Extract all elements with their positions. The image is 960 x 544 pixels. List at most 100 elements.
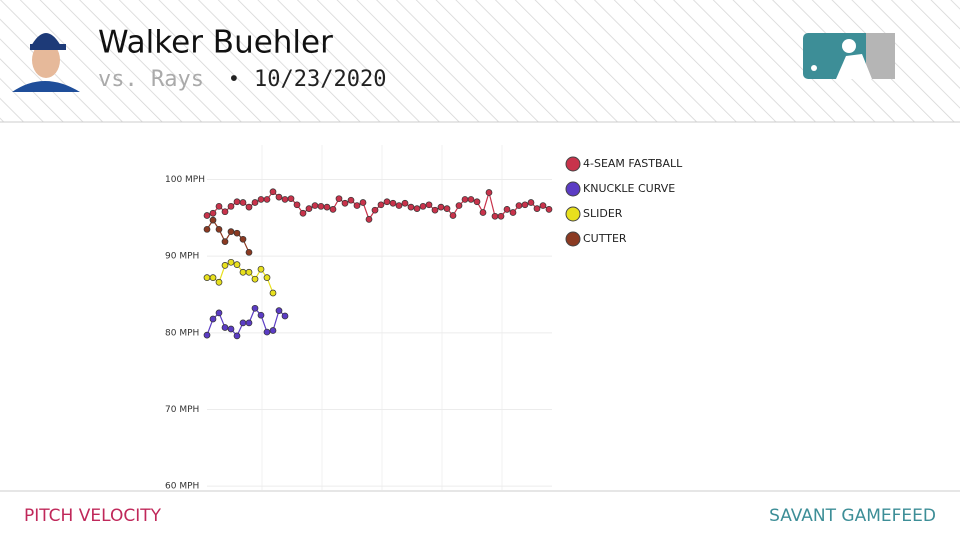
opponent: vs. Rays (98, 67, 204, 92)
pitch-point (341, 199, 349, 207)
legend-label: KNUCKLE CURVE (583, 182, 675, 195)
legend-swatch (565, 231, 581, 247)
pitch-point (215, 225, 223, 233)
pitch-point (443, 205, 451, 212)
pitch-point (227, 258, 235, 266)
pitch-point (203, 212, 211, 219)
y-tick-label: 80 MPH (165, 328, 199, 338)
pitch-point (377, 201, 385, 209)
pitch-point (317, 202, 325, 210)
y-tick-label: 70 MPH (165, 405, 199, 415)
pitch-point (263, 196, 271, 203)
pitch-point (257, 265, 265, 273)
pitch-point (209, 315, 217, 323)
pitch-point (209, 274, 217, 281)
pitch-point (245, 268, 253, 276)
legend-label: CUTTER (583, 232, 627, 245)
pitch-point (227, 325, 235, 333)
pitch-point (215, 278, 223, 286)
pitch-point (425, 201, 433, 209)
pitch-point (539, 202, 547, 209)
pitch-point (221, 208, 229, 216)
pitch-point (269, 289, 277, 297)
pitch-point (293, 201, 301, 209)
pitch-point (365, 216, 373, 223)
pitch-point (245, 319, 253, 327)
pitch-point (503, 206, 511, 213)
pitch-point (395, 202, 403, 209)
pitch-point (233, 198, 241, 206)
pitch-point (455, 202, 463, 209)
pitch-point (203, 225, 211, 233)
pitch-point (251, 275, 259, 283)
pitch-point (509, 209, 517, 216)
pitch-point (413, 205, 421, 212)
pitch-point (269, 188, 277, 196)
pitch-point (251, 199, 259, 206)
pitch-point (389, 199, 397, 207)
pitch-point (383, 198, 391, 206)
pitch-point (347, 196, 355, 204)
y-tick-label: 90 MPH (165, 252, 199, 262)
pitch-point (461, 196, 469, 203)
pitch-point (215, 202, 223, 210)
pitch-point (215, 309, 223, 317)
pitch-point (485, 189, 493, 196)
pitch-point (545, 206, 553, 213)
pitch-point (419, 202, 427, 210)
pitch-point (275, 307, 283, 314)
pitch-point (281, 196, 289, 203)
pitch-point (527, 199, 535, 206)
legend-swatch (565, 181, 581, 197)
pitch-point (221, 238, 229, 245)
pitch-point (263, 328, 271, 336)
pitch-point (287, 195, 295, 203)
separator: • (228, 67, 240, 91)
pitch-point (245, 203, 253, 211)
pitch-point (239, 199, 247, 206)
pitch-point (227, 228, 235, 235)
pitch-point (209, 209, 217, 217)
pitch-point (305, 205, 313, 212)
y-tick-label: 60 MPH (165, 482, 199, 492)
pitch-point (245, 248, 253, 256)
pitch-point (233, 261, 241, 268)
pitch-point (299, 209, 307, 217)
pitch-point (275, 193, 283, 201)
pitch-point (497, 212, 505, 220)
pitch-point (521, 201, 529, 209)
pitch-point (329, 206, 337, 213)
pitch-point (401, 199, 409, 207)
pitch-point (533, 205, 541, 212)
footer-brand: SAVANT GAMEFEED (769, 506, 936, 526)
pitch-point (431, 206, 439, 214)
pitch-point (251, 304, 259, 312)
pitch-point (221, 324, 229, 331)
player-name: Walker Buehler (98, 25, 333, 61)
legend-label: SLIDER (583, 207, 623, 220)
pitch-point (335, 195, 343, 203)
pitch-point (203, 274, 211, 281)
game-date: 10/23/2020 (254, 67, 386, 92)
pitch-point (281, 312, 289, 320)
pitch-point (257, 311, 265, 319)
plot: 60 MPH 70 MPH 80 MPH 90 MPH 100 MPH (165, 145, 553, 492)
pitch-point (221, 262, 229, 269)
header-bg (0, 0, 960, 122)
pitch-point (437, 203, 445, 211)
pitch-point (473, 198, 481, 206)
pitch-point (449, 212, 457, 219)
legend-swatch (565, 206, 581, 222)
pitch-point (269, 327, 277, 334)
pitch-point (233, 332, 241, 340)
legend-label: 4-SEAM FASTBALL (583, 157, 683, 170)
pitch-point (311, 202, 319, 209)
footer-title: PITCH VELOCITY (24, 506, 162, 526)
pitch-point (491, 212, 499, 220)
pitch-point (371, 206, 379, 214)
pitch-point (203, 331, 211, 339)
pitch-point (467, 196, 475, 203)
pitch-point (323, 203, 331, 211)
pitch-point (233, 229, 241, 237)
